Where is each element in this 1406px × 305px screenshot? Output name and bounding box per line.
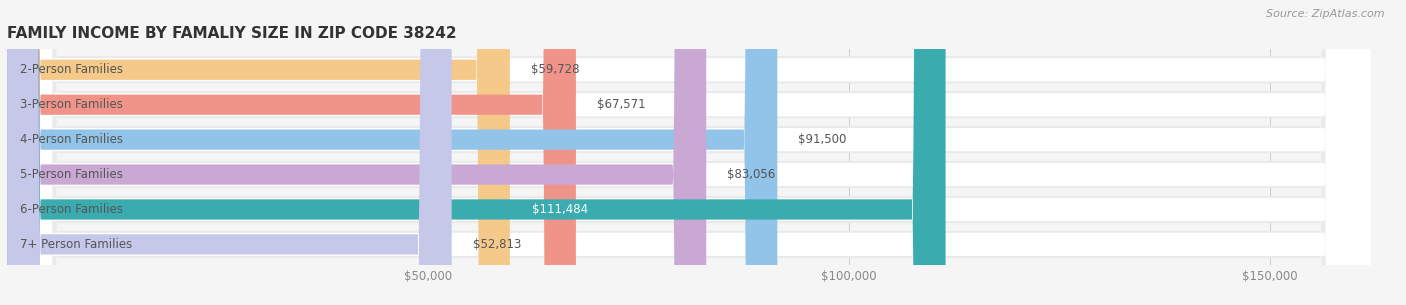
FancyBboxPatch shape	[7, 0, 778, 305]
FancyBboxPatch shape	[7, 0, 706, 305]
FancyBboxPatch shape	[7, 0, 1371, 305]
Text: $52,813: $52,813	[472, 238, 522, 251]
FancyBboxPatch shape	[7, 0, 1371, 305]
Text: Source: ZipAtlas.com: Source: ZipAtlas.com	[1267, 9, 1385, 19]
Text: $91,500: $91,500	[799, 133, 846, 146]
FancyBboxPatch shape	[7, 0, 1371, 305]
Text: 4-Person Families: 4-Person Families	[20, 133, 122, 146]
Text: 6-Person Families: 6-Person Families	[20, 203, 122, 216]
FancyBboxPatch shape	[7, 0, 1371, 305]
Text: 3-Person Families: 3-Person Families	[20, 98, 122, 111]
FancyBboxPatch shape	[7, 0, 1371, 305]
Text: 7+ Person Families: 7+ Person Families	[20, 238, 132, 251]
FancyBboxPatch shape	[7, 0, 946, 305]
FancyBboxPatch shape	[7, 0, 1371, 305]
Text: 5-Person Families: 5-Person Families	[20, 168, 122, 181]
FancyBboxPatch shape	[7, 0, 1371, 305]
Text: $67,571: $67,571	[598, 98, 645, 111]
FancyBboxPatch shape	[7, 0, 451, 305]
Text: 2-Person Families: 2-Person Families	[20, 63, 122, 76]
FancyBboxPatch shape	[7, 0, 576, 305]
FancyBboxPatch shape	[7, 0, 1371, 305]
FancyBboxPatch shape	[7, 0, 1371, 305]
FancyBboxPatch shape	[7, 0, 1371, 305]
Text: $83,056: $83,056	[727, 168, 776, 181]
FancyBboxPatch shape	[7, 0, 1371, 305]
FancyBboxPatch shape	[7, 0, 1371, 305]
FancyBboxPatch shape	[7, 0, 510, 305]
Text: $59,728: $59,728	[531, 63, 579, 76]
Text: $111,484: $111,484	[533, 203, 589, 216]
Text: FAMILY INCOME BY FAMALIY SIZE IN ZIP CODE 38242: FAMILY INCOME BY FAMALIY SIZE IN ZIP COD…	[7, 26, 457, 41]
